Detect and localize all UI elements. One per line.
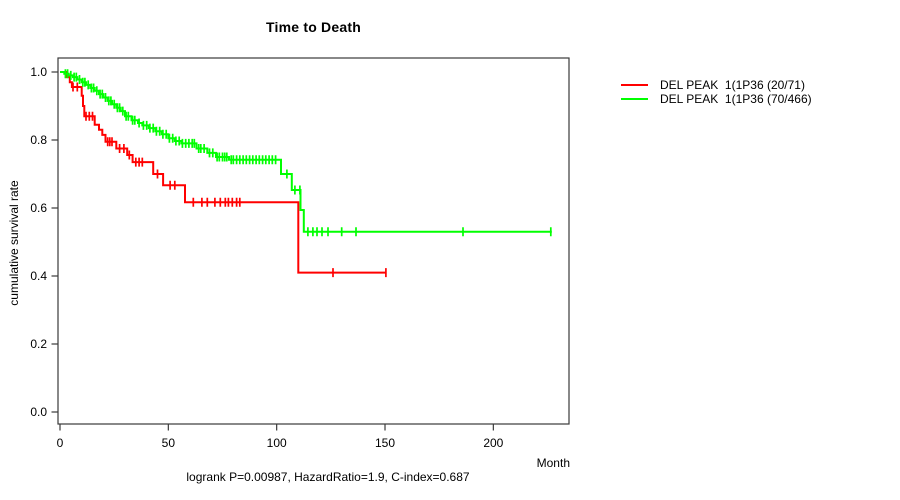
x-tick-label: 50 [162,436,176,450]
plot-box [57,57,570,425]
censor-marks-del-peak-1p36-20-71 [72,82,387,278]
y-tick-label: 0.6 [30,201,47,215]
legend-label-group1: DEL PEAK 1(1P36 (20/71) [660,78,805,92]
survival-curve-del-peak-1p36-20-71 [60,71,386,274]
x-tick-label: 100 [267,436,287,450]
stats-annotation: logrank P=0.00987, HazardRatio=1.9, C-in… [186,470,470,484]
legend-label-group2: DEL PEAK 1(1P36 (70/466) [660,92,812,106]
y-tick-label: 0.8 [30,133,47,147]
legend: DEL PEAK 1(1P36 (20/71) DEL PEAK 1(1P36 … [621,78,812,106]
x-tick-label: 0 [57,436,64,450]
legend-line-green [621,98,648,100]
y-tick-label: 0.4 [30,269,47,283]
chart-title: Time to Death [266,19,361,35]
legend-item-group2: DEL PEAK 1(1P36 (70/466) [621,92,812,106]
x-tick-label: 150 [375,436,395,450]
legend-item-group1: DEL PEAK 1(1P36 (20/71) [621,78,812,92]
legend-line-red [621,84,648,86]
y-tick-label: 0.2 [30,337,47,351]
censor-marks-del-peak-1p36-70-466 [64,69,552,237]
x-tick-label: 200 [483,436,503,450]
y-tick-label: 1.0 [30,65,47,79]
x-axis-title: Month [536,456,570,470]
survival-curve-del-peak-1p36-70-466 [60,71,552,233]
y-tick-label: 0.0 [30,405,47,419]
